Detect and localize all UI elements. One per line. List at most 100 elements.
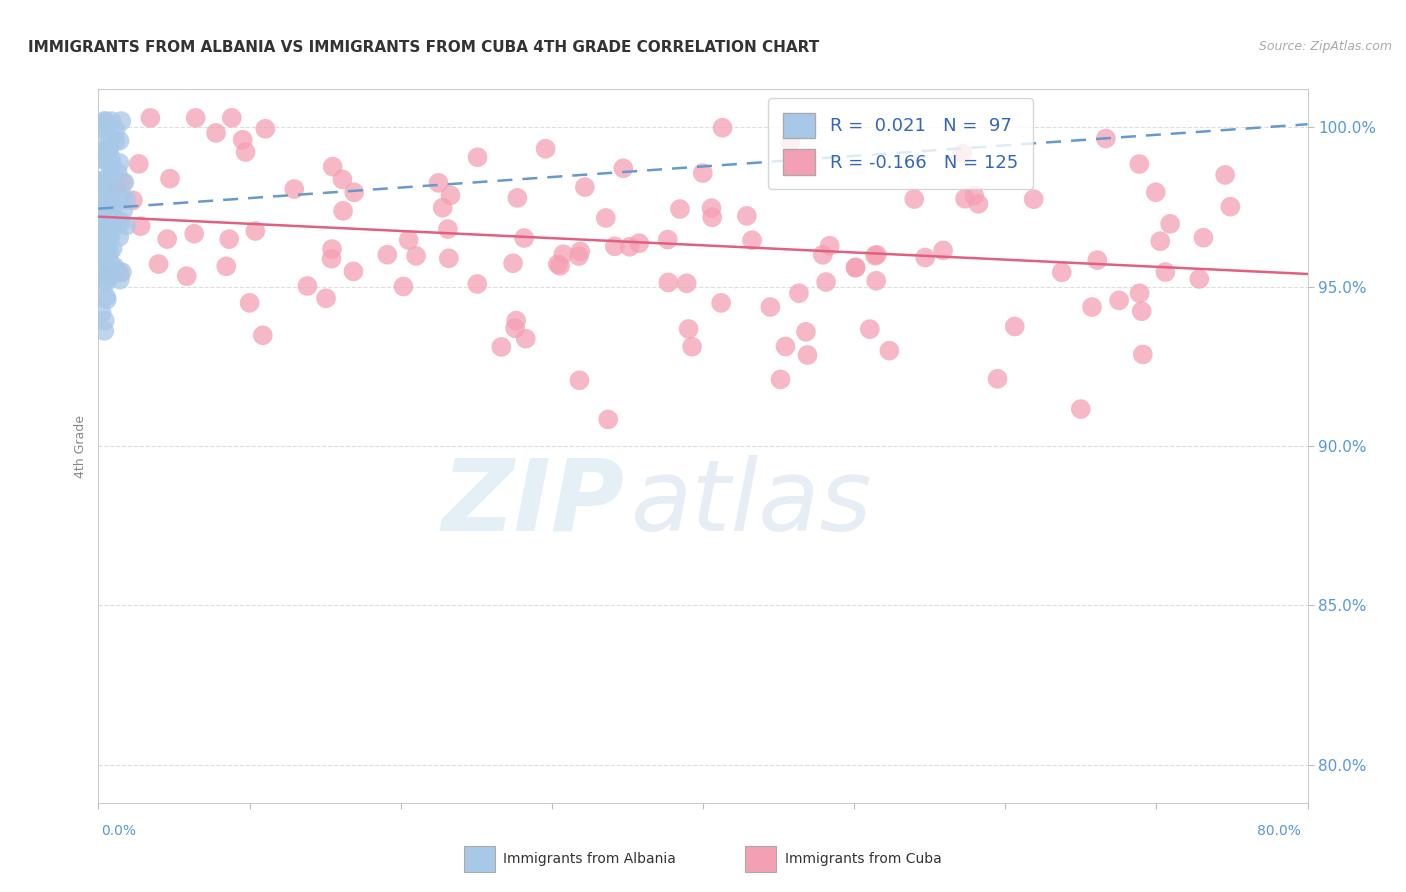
Point (94, 191, 117, 205)
Point (598, 412, 620, 426)
Point (506, 191, 529, 205)
Point (437, 222, 460, 236)
Point (148, 257, 170, 271)
Y-axis label: 4th Grade: 4th Grade (75, 415, 87, 477)
Point (108, 134, 131, 148)
Point (215, 260, 238, 274)
Point (94, 142, 117, 156)
Point (700, 201, 723, 215)
Point (90, 236, 112, 251)
Point (108, 216, 131, 230)
Point (96, 234, 118, 248)
Point (90, 305, 112, 319)
Point (128, 157, 150, 171)
Point (711, 120, 734, 135)
Point (93, 230, 115, 244)
Point (93, 173, 115, 187)
Point (1154, 265, 1177, 279)
Point (98, 144, 121, 158)
Point (1132, 347, 1154, 361)
Point (93, 114, 115, 128)
Point (321, 242, 343, 256)
Point (1128, 157, 1150, 171)
Point (914, 251, 936, 265)
Point (950, 146, 973, 161)
Point (159, 171, 181, 186)
Point (91, 211, 114, 225)
Point (104, 134, 127, 148)
Point (101, 242, 124, 256)
Point (94, 114, 117, 128)
Point (129, 219, 152, 234)
Point (96, 275, 118, 289)
Point (465, 277, 488, 291)
Point (101, 268, 124, 282)
Point (321, 252, 343, 266)
Point (741, 233, 763, 247)
Point (1159, 217, 1181, 231)
Point (89, 254, 111, 268)
Point (1188, 272, 1211, 286)
Point (93, 153, 115, 167)
Point (603, 239, 626, 253)
Point (108, 266, 131, 280)
Point (1213, 168, 1236, 182)
Point (568, 373, 591, 387)
Point (100, 170, 122, 185)
Point (239, 296, 262, 310)
Point (183, 227, 205, 241)
Point (675, 277, 697, 291)
Point (101, 203, 124, 218)
Point (547, 257, 569, 271)
Point (97, 229, 120, 244)
Point (91, 117, 114, 131)
Point (97, 269, 120, 284)
Point (91, 194, 114, 208)
Point (574, 180, 596, 194)
Point (1130, 304, 1153, 318)
Point (91, 152, 114, 166)
Point (678, 322, 700, 336)
Point (342, 264, 364, 278)
Point (879, 343, 901, 358)
Point (98, 245, 121, 260)
Point (93, 219, 115, 234)
Point (91, 211, 114, 225)
Point (97, 131, 120, 145)
Point (245, 224, 267, 238)
Point (1050, 265, 1073, 279)
Point (89, 215, 111, 229)
Point (252, 328, 274, 343)
Point (96, 178, 118, 192)
Point (953, 192, 976, 206)
Point (392, 279, 415, 293)
Point (94, 153, 117, 168)
Point (94, 194, 117, 208)
Point (692, 166, 714, 180)
Point (1219, 200, 1241, 214)
Point (515, 332, 537, 346)
Point (110, 215, 132, 229)
Point (553, 247, 575, 261)
Legend: R =  0.021   N =  97, R = -0.166   N = 125: R = 0.021 N = 97, R = -0.166 N = 125 (769, 98, 1032, 189)
Point (775, 339, 797, 353)
Point (1108, 293, 1130, 308)
Point (568, 249, 591, 263)
Point (104, 212, 127, 227)
Point (89, 120, 111, 135)
Point (101, 157, 124, 171)
Point (221, 111, 243, 125)
Point (235, 145, 257, 159)
Point (759, 300, 782, 314)
Point (1149, 234, 1171, 248)
Point (569, 244, 592, 259)
Point (769, 372, 792, 386)
Point (681, 340, 703, 354)
Point (94, 290, 117, 304)
Point (93, 218, 115, 232)
Point (779, 135, 801, 149)
Point (254, 121, 277, 136)
Point (405, 249, 427, 263)
Point (89, 205, 111, 219)
Point (1081, 300, 1104, 314)
